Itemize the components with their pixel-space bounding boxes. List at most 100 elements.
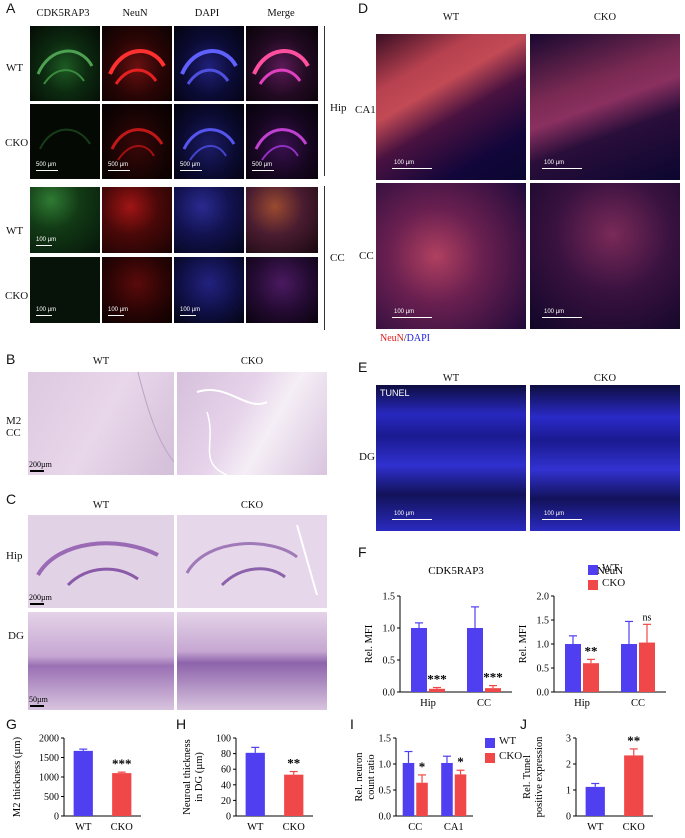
micrograph-e-cko: 100 µm — [530, 385, 680, 531]
chart-h: 0 20 40 60 80 100 Neuroal thicknessin DG (µm) W… — [182, 734, 313, 833]
y-tick-label: 0.0 — [537, 688, 550, 699]
chart-f-cdk5rap3: CDK5RAP3 0.0 0.5 1.0 1.5 Rel. MFI *** Hip *** CC — [364, 565, 512, 709]
scalebar-e-1: 100 µm — [394, 511, 415, 517]
panel-c-label: C — [6, 491, 17, 507]
y-tick-label: 0 — [226, 812, 231, 823]
panel-c-row-dg: DG — [8, 630, 24, 642]
micrograph-a-cko-hip-neun: 500 µm — [102, 104, 172, 179]
panel-a-region-hip: Hip — [330, 102, 347, 114]
panel-j-label: J — [520, 716, 527, 732]
micrograph-d-cko-ca1: 100 µm — [530, 34, 680, 180]
y-axis-label: Rel. MFI — [518, 624, 529, 663]
micrograph-a-cko-cc-cdk5rap3: 100 µm — [30, 257, 100, 323]
x-tick-label: WT — [75, 822, 92, 833]
micrograph-e-wt: TUNEL 100 µm — [376, 385, 526, 531]
x-tick-label: WT — [587, 822, 604, 833]
bar — [485, 688, 501, 692]
panel-b-col-wt: WT — [92, 356, 110, 367]
x-tick-label: CA1 — [444, 822, 464, 833]
y-axis-label: M2 thickness (µm) — [12, 736, 23, 817]
panel-a-row-cko-cc: CKO — [5, 290, 29, 302]
scalebar-c-2: 50µm — [29, 695, 48, 704]
scalebar-a-1: 500 µm — [36, 162, 57, 168]
significance-label: * — [419, 759, 426, 774]
scalebar-a-8: 100 µm — [180, 307, 201, 313]
micrograph-a-cko-cc-dapi: 100 µm — [174, 257, 244, 323]
y-tick-label: 0.5 — [537, 664, 550, 675]
x-tick-label: WT — [247, 822, 264, 833]
y-tick-label: 80 — [221, 749, 231, 760]
significance-label: *** — [483, 670, 503, 685]
bar — [639, 642, 655, 692]
x-tick-label: CC — [477, 698, 491, 709]
bar — [441, 762, 453, 816]
y-axis-label: Rel. MFI — [364, 624, 375, 663]
panel-a-label: A — [6, 0, 16, 16]
panel-c-col-wt: WT — [92, 500, 110, 511]
bar — [411, 628, 427, 692]
y-tick-label: 1000 — [39, 773, 59, 784]
panel-a-col-dapi: DAPI — [194, 8, 220, 19]
scalebar-a-7: 100 µm — [108, 307, 129, 313]
scalebar-b: 200µm — [29, 460, 52, 469]
y-tick-label: 60 — [221, 765, 231, 776]
tunel-label: TUNEL — [380, 388, 410, 398]
y-tick-label: 500 — [44, 792, 59, 803]
chart-f-neun: NeuN 0.0 0.5 1.0 1.5 2.0 Rel. MFI ** Hip ns CC — [518, 565, 666, 709]
y-tick-label: 1.5 — [383, 592, 396, 603]
y-tick-label: 0.5 — [379, 786, 392, 797]
x-tick-label: CKO — [623, 822, 646, 833]
significance-label: * — [457, 754, 464, 769]
y-tick-label: 0.0 — [383, 688, 396, 699]
x-tick-label: Hip — [420, 698, 436, 709]
panel-d-col-cko: CKO — [593, 12, 617, 23]
panel-d-row-ca1: CA1 — [355, 104, 376, 116]
scalebar-d-4: 100 µm — [544, 309, 565, 315]
bar — [467, 628, 483, 692]
legend-i-wt-label: WT — [499, 735, 517, 747]
significance-label: *** — [112, 756, 132, 771]
legend-cko-label: CKO — [602, 577, 626, 589]
y-axis-label: Neuroal thicknessin DG (µm) — [182, 739, 205, 815]
micrograph-a-cko-hip-dapi: 500 µm — [174, 104, 244, 179]
x-tick-label: CC — [408, 822, 422, 833]
histology-b-wt: 200µm — [28, 372, 174, 475]
scalebar-a-3: 500 µm — [180, 162, 201, 168]
panel-e-row-dg: DG — [359, 451, 375, 463]
panel-b-col-cko: CKO — [240, 356, 264, 367]
chart-j: 0 1 2 3 Rel. Tunelpositive expression WT ** CKO — [522, 733, 653, 833]
panel-d-stain-legend: NeuN/DAPI — [380, 333, 430, 344]
y-tick-label: 0.5 — [383, 656, 396, 667]
y-axis-label: Rel. neuroncount ratio — [354, 752, 377, 802]
micrograph-a-wt-hip-neun — [102, 26, 172, 101]
neun-legend-text: NeuN — [380, 333, 404, 344]
y-tick-label: 1.0 — [537, 640, 550, 651]
panel-e-label: E — [358, 359, 368, 375]
y-tick-label: 1500 — [39, 753, 59, 764]
bar — [73, 750, 93, 816]
legend-i-cko-label: CKO — [499, 750, 523, 762]
scalebar-a-6: 100 µm — [36, 307, 57, 313]
micrograph-a-wt-cc-dapi — [174, 187, 244, 253]
legend-separator: / — [403, 333, 407, 344]
bar — [583, 663, 599, 692]
micrograph-d-cko-cc: 100 µm — [530, 183, 680, 329]
significance-label: ** — [585, 643, 598, 658]
bar — [416, 782, 428, 816]
significance-label: ** — [287, 756, 300, 771]
x-tick-label: CC — [631, 698, 645, 709]
micrograph-a-cko-cc-neun: 100 µm — [102, 257, 172, 323]
legend-i-cko-swatch — [485, 753, 495, 763]
y-tick-label: 3 — [566, 734, 571, 745]
micrograph-a-wt-cc-cdk5rap3: 100 µm — [30, 187, 100, 253]
significance-label: *** — [427, 672, 447, 687]
panel-c-col-cko: CKO — [240, 500, 264, 511]
bar — [585, 786, 605, 816]
micrograph-d-wt-cc: 100 µm — [376, 183, 526, 329]
scalebar-e-2: 100 µm — [544, 511, 565, 517]
y-tick-label: 1.0 — [383, 624, 396, 635]
bar — [454, 774, 467, 816]
panel-a-col-cdk5rap3: CDK5RAP3 — [36, 8, 90, 19]
panel-e-col-cko: CKO — [593, 373, 617, 384]
bar — [245, 752, 265, 816]
